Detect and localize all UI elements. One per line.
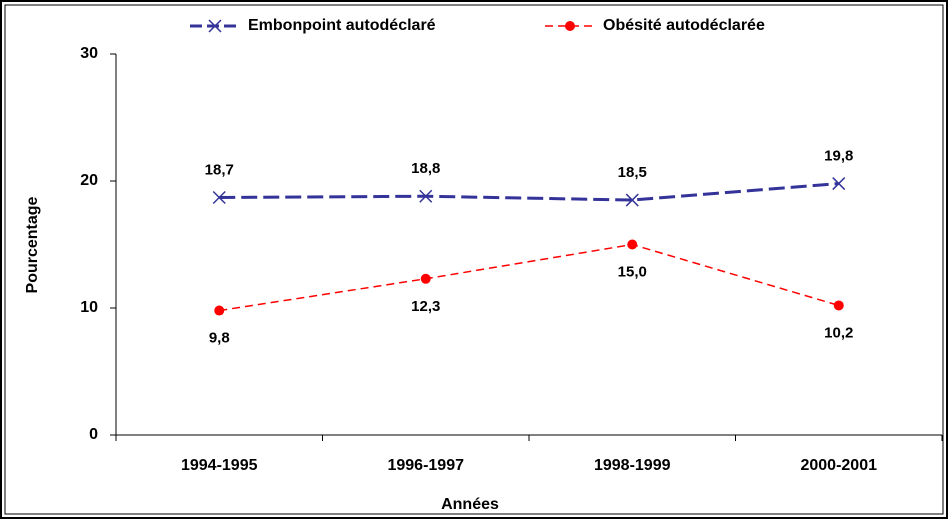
- data-point: [625, 193, 639, 207]
- x-tick-label: 1996-1997: [387, 457, 464, 474]
- legend-marker: [565, 21, 575, 31]
- data-point: [627, 239, 638, 250]
- y-tick-label: 20: [80, 172, 98, 189]
- value-label: 18,7: [205, 161, 234, 178]
- data-point: [420, 273, 431, 284]
- data-point: [832, 177, 846, 191]
- data-point: [214, 305, 225, 316]
- x-tick-label: 1994-1995: [181, 457, 258, 474]
- x-axis-label: Années: [441, 496, 499, 513]
- data-point: [833, 300, 844, 311]
- value-label: 10,2: [824, 324, 853, 341]
- legend-label: Obésité autodéclarée: [603, 17, 765, 34]
- data-point: [212, 190, 226, 205]
- legend-marker: [208, 19, 222, 33]
- x-tick-label: 1998-1999: [594, 457, 671, 474]
- value-label: 18,8: [411, 160, 440, 177]
- y-tick-label: 30: [80, 45, 98, 62]
- data-point: [419, 189, 433, 203]
- value-label: 12,3: [411, 298, 440, 315]
- x-tick-label: 2000-2001: [800, 457, 877, 474]
- value-label: 19,8: [824, 148, 853, 165]
- y-tick-label: 0: [89, 426, 98, 443]
- y-tick-label: 10: [80, 299, 98, 316]
- y-axis-label: Pourcentage: [24, 196, 41, 293]
- series-line: [219, 243, 839, 312]
- series-line: [219, 182, 839, 202]
- value-label: 18,5: [618, 164, 647, 181]
- value-label: 9,8: [209, 330, 230, 347]
- legend-label: Embonpoint autodéclaré: [248, 17, 436, 34]
- frame-inner: [4, 4, 944, 515]
- value-label: 15,0: [618, 263, 647, 280]
